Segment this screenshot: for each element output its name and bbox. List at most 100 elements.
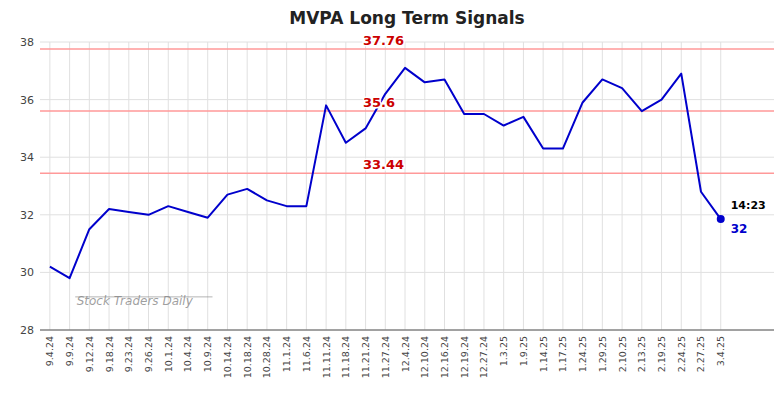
grid-line-x: [405, 42, 406, 330]
grid-line-x: [641, 42, 642, 330]
x-tick-label: 11.6.24: [301, 336, 312, 372]
grid-line-x: [582, 42, 583, 330]
x-tick-label: 9.23.24: [123, 336, 134, 372]
reference-line: [40, 173, 774, 175]
x-tick-label: 10.18.24: [242, 336, 253, 378]
grid-line-x: [523, 42, 524, 330]
grid-line-y: [40, 272, 774, 273]
grid-line-x: [326, 42, 327, 330]
last-time-label: 14:23: [731, 199, 766, 212]
y-tick-label: 28: [20, 324, 34, 337]
grid-line-x: [503, 42, 504, 330]
x-tick-label: 3.4.25: [715, 336, 726, 366]
grid-line-x: [562, 42, 563, 330]
grid-line-x: [720, 42, 721, 330]
x-tick-label: 10.9.24: [202, 336, 213, 372]
x-tick-label: 1.24.25: [577, 336, 588, 372]
x-tick-label: 11.18.24: [340, 336, 351, 378]
y-tick-label: 34: [20, 151, 34, 164]
reference-label: 35.6: [363, 95, 395, 110]
chart-container: MVPA Long Term Signals 28 30 32 34 36 38 9.4.24…: [0, 0, 784, 398]
reference-line: [40, 110, 774, 112]
x-tick-label: 11.11.24: [321, 336, 332, 378]
x-tick-label: 9.18.24: [104, 336, 115, 372]
x-tick-label: 1.9.25: [518, 336, 529, 366]
grid-line-x: [464, 42, 465, 330]
x-tick-label: 12.19.24: [459, 336, 470, 378]
y-axis: 28 30 32 34 36 38: [20, 36, 34, 337]
last-value-label: 32: [731, 222, 748, 236]
x-tick-label: 11.21.24: [360, 336, 371, 378]
grid-line-x: [681, 42, 682, 330]
x-tick-label: 11.1.24: [281, 336, 292, 372]
x-tick-label: 2.27.25: [695, 336, 706, 372]
grid-line-x: [109, 42, 110, 330]
x-tick-label: 11.27.24: [380, 336, 391, 378]
grid-line-x: [207, 42, 208, 330]
title: MVPA Long Term Signals: [289, 8, 524, 28]
grid-line-x: [365, 42, 366, 330]
grid-line-x: [306, 42, 307, 330]
grid-line-x: [622, 42, 623, 330]
chart: MVPA Long Term Signals 28 30 32 34 36 38 9.4.24…: [0, 0, 784, 398]
grid-line-x: [227, 42, 228, 330]
x-tick-label: 1.17.25: [557, 336, 568, 372]
grid-line-x: [89, 42, 90, 330]
x-tick-label: 9.26.24: [143, 336, 154, 372]
grid-line-x: [424, 42, 425, 330]
x-tick-label: 9.9.24: [64, 336, 75, 366]
grid-line-y: [40, 157, 774, 158]
plot-area: [40, 49, 774, 278]
y-tick-label: 38: [20, 36, 34, 49]
x-tick-label: 2.10.25: [617, 336, 628, 372]
grid-line-x: [49, 42, 50, 330]
grid-line-y: [40, 99, 774, 100]
x-tick-label: 2.13.25: [636, 336, 647, 372]
last-point: [717, 215, 725, 223]
grid-line-x: [187, 42, 188, 330]
grid-line-x: [128, 42, 129, 330]
x-tick-label: 12.27.24: [478, 336, 489, 378]
reference-line: [40, 48, 774, 50]
watermark-strike: [75, 296, 212, 297]
reference-label: 37.76: [363, 33, 404, 48]
x-tick-label: 1.3.25: [498, 336, 509, 366]
y-tick-label: 32: [20, 209, 34, 222]
grid-line-y: [40, 42, 774, 43]
x-tick-label: 2.24.25: [676, 336, 687, 372]
grid-line-x: [247, 42, 248, 330]
grid-line-x: [483, 42, 484, 330]
reference-label: 33.44: [363, 157, 404, 172]
watermark: Stock Traders Daily: [77, 294, 194, 308]
grid: [40, 42, 774, 330]
x-tick-label: 1.29.25: [597, 336, 608, 372]
grid-line-y: [40, 330, 774, 331]
y-tick-label: 30: [20, 266, 34, 279]
x-tick-label: 12.10.24: [419, 336, 430, 378]
reference-labels: 37.76 35.6 33.44: [363, 33, 404, 172]
x-axis-line: [40, 330, 774, 331]
x-tick-label: 10.14.24: [222, 336, 233, 378]
grid-line-x: [543, 42, 544, 330]
grid-line-x: [385, 42, 386, 330]
x-tick-label: 1.14.25: [538, 336, 549, 372]
x-tick-label: 10.28.24: [261, 336, 272, 378]
x-tick-label: 12.4.24: [400, 336, 411, 372]
x-tick-label: 12.16.24: [439, 336, 450, 378]
y-tick-label: 36: [20, 94, 34, 107]
line: [50, 68, 721, 278]
grid-line-x: [345, 42, 346, 330]
grid-line-x: [148, 42, 149, 330]
grid-line-x: [602, 42, 603, 330]
grid-line-x: [266, 42, 267, 330]
x-tick-label: 2.19.25: [656, 336, 667, 372]
grid-line-x: [661, 42, 662, 330]
x-tick-label: 10.1.24: [163, 336, 174, 372]
x-axis: 9.4.249.9.249.12.249.18.249.23.249.26.24…: [40, 330, 774, 378]
grid-line-x: [286, 42, 287, 330]
x-tick-label: 9.4.24: [44, 336, 55, 366]
grid-line-x: [168, 42, 169, 330]
grid-line-x: [69, 42, 70, 330]
x-tick-label: 10.4.24: [182, 336, 193, 372]
grid-line-x: [444, 42, 445, 330]
